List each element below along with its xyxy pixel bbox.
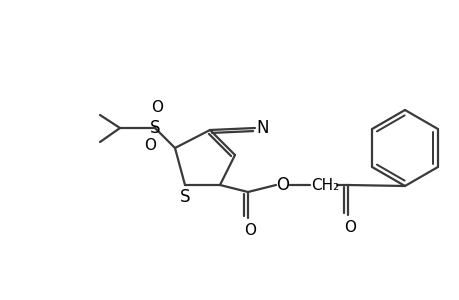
Text: O: O xyxy=(276,176,289,194)
Text: O: O xyxy=(343,220,355,236)
Text: S: S xyxy=(150,119,160,137)
Text: N: N xyxy=(256,119,269,137)
Text: CH₂: CH₂ xyxy=(310,178,338,193)
Text: O: O xyxy=(151,100,162,116)
Text: O: O xyxy=(243,224,256,238)
Text: O: O xyxy=(144,137,156,152)
Text: S: S xyxy=(179,188,190,206)
